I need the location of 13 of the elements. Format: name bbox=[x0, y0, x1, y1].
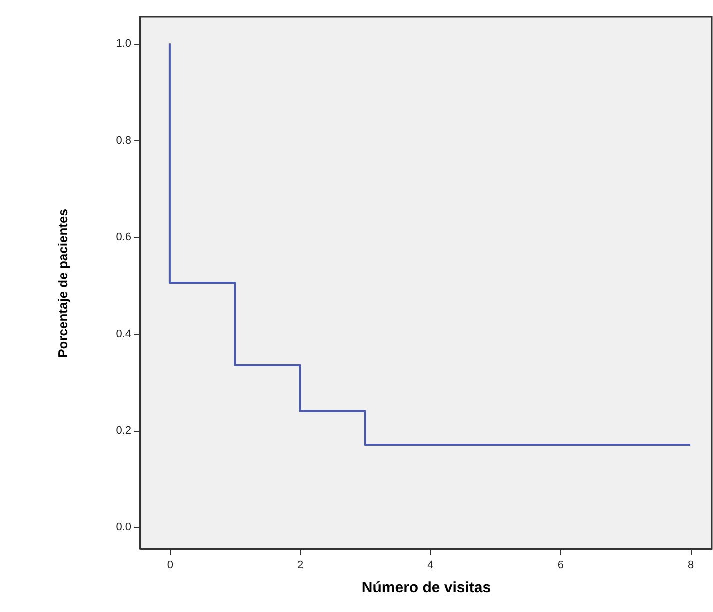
x-tick-label: 8 bbox=[688, 560, 694, 572]
x-tick-label: 6 bbox=[558, 560, 564, 572]
x-axis-title: Número de visitas bbox=[362, 580, 492, 596]
x-tick-label: 0 bbox=[167, 560, 174, 572]
y-tick-label: 0.8 bbox=[116, 134, 132, 147]
y-axis-title: Porcentaje de pacientes bbox=[56, 209, 70, 358]
y-tick-label: 0.4 bbox=[116, 328, 132, 340]
y-tick-label: 0.0 bbox=[116, 522, 132, 534]
x-tick-label: 2 bbox=[298, 560, 304, 572]
y-tick-label: 0.2 bbox=[116, 425, 132, 438]
y-tick-label: 0.6 bbox=[116, 232, 132, 244]
x-tick-label: 4 bbox=[428, 560, 434, 572]
y-tick-label: 1.0 bbox=[116, 38, 132, 50]
